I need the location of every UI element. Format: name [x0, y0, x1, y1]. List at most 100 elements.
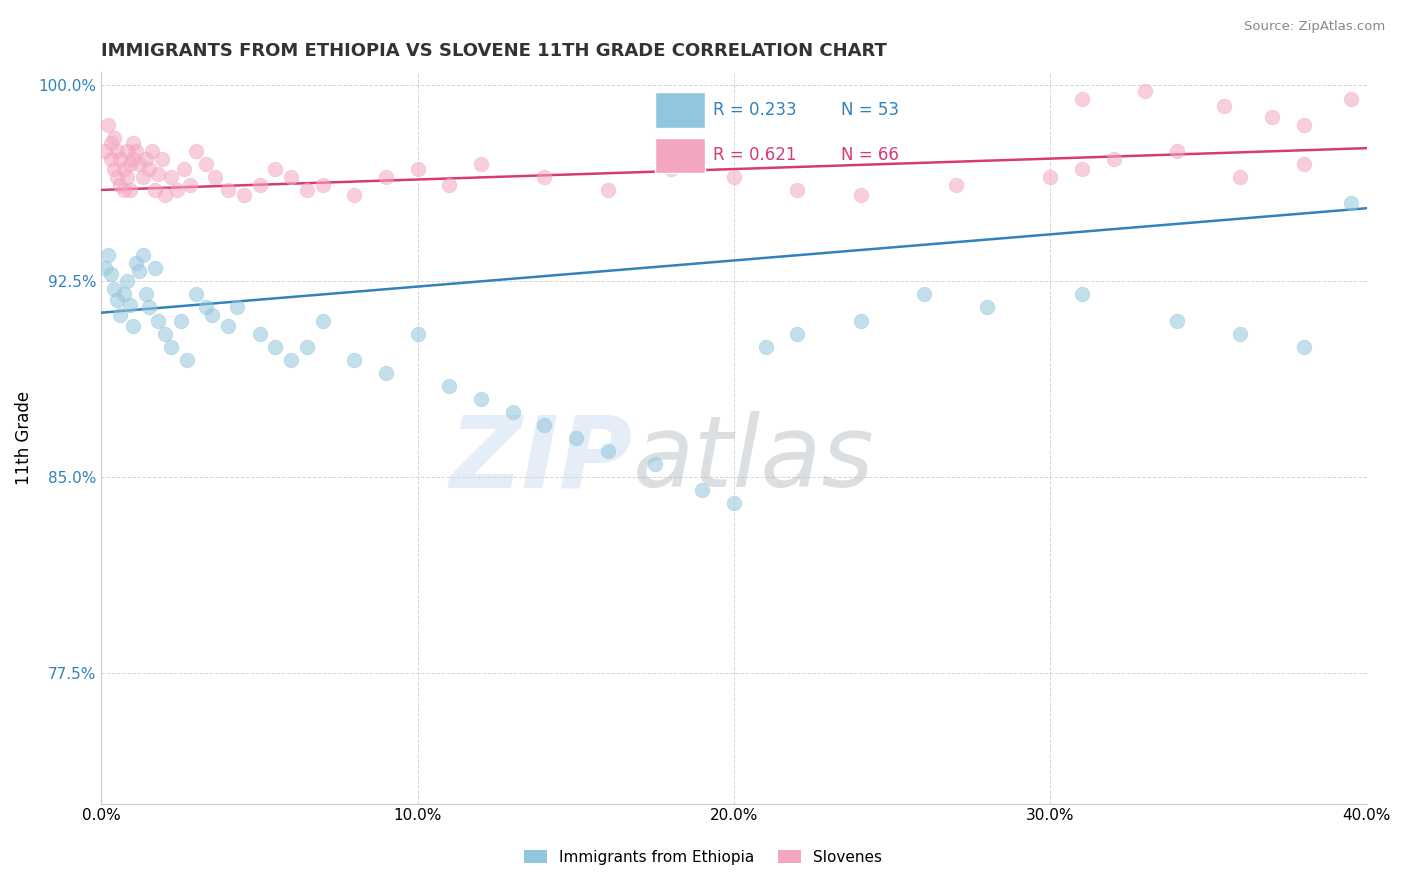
Point: [912, 287, 935, 301]
Point: [1039, 169, 1062, 184]
Point: [644, 457, 666, 471]
Point: [118, 157, 141, 171]
Point: [143, 183, 166, 197]
Point: [112, 162, 135, 177]
Point: [110, 178, 132, 192]
Point: [439, 379, 461, 393]
Point: [131, 248, 153, 262]
Point: [1261, 110, 1284, 124]
Point: [692, 483, 714, 498]
Point: [186, 287, 208, 301]
Point: [312, 313, 335, 327]
Point: [1229, 169, 1251, 184]
Point: [204, 169, 226, 184]
Point: [122, 152, 145, 166]
Point: [1135, 84, 1157, 98]
Point: [406, 326, 429, 341]
Point: [755, 340, 778, 354]
Point: [125, 144, 148, 158]
Point: [166, 183, 188, 197]
Point: [115, 274, 138, 288]
Point: [264, 162, 287, 177]
Point: [470, 392, 492, 406]
Point: [786, 326, 808, 341]
Point: [217, 183, 239, 197]
Point: [217, 318, 239, 333]
Text: ZIP: ZIP: [450, 411, 633, 508]
Point: [110, 152, 132, 166]
Point: [143, 261, 166, 276]
Point: [226, 301, 249, 315]
Legend: Immigrants from Ethiopia, Slovenes: Immigrants from Ethiopia, Slovenes: [519, 844, 887, 871]
Point: [1292, 340, 1315, 354]
Point: [131, 169, 153, 184]
Point: [141, 144, 163, 158]
Point: [103, 162, 125, 177]
Point: [502, 405, 524, 419]
Point: [148, 167, 170, 181]
Point: [186, 144, 208, 158]
Point: [201, 308, 224, 322]
Point: [280, 352, 302, 367]
Point: [264, 340, 287, 354]
Point: [849, 313, 872, 327]
Point: [249, 178, 271, 192]
Point: [125, 256, 148, 270]
Point: [105, 144, 128, 158]
Point: [312, 178, 335, 192]
Point: [176, 352, 198, 367]
Point: [105, 169, 128, 184]
Text: Source: ZipAtlas.com: Source: ZipAtlas.com: [1244, 20, 1385, 33]
Point: [135, 152, 157, 166]
Point: [439, 178, 461, 192]
Text: IMMIGRANTS FROM ETHIOPIA VS SLOVENE 11TH GRADE CORRELATION CHART: IMMIGRANTS FROM ETHIOPIA VS SLOVENE 11TH…: [101, 42, 887, 60]
Point: [100, 267, 122, 281]
Point: [1071, 287, 1094, 301]
Point: [945, 178, 967, 192]
Point: [1166, 313, 1188, 327]
Point: [1071, 162, 1094, 177]
Point: [150, 152, 173, 166]
Point: [153, 188, 176, 202]
Point: [97, 248, 120, 262]
Point: [103, 282, 125, 296]
Text: atlas: atlas: [633, 411, 875, 508]
Point: [115, 144, 138, 158]
Point: [160, 169, 183, 184]
Point: [406, 162, 429, 177]
Y-axis label: 11th Grade: 11th Grade: [15, 391, 32, 485]
Point: [1071, 91, 1094, 105]
Point: [112, 183, 135, 197]
Point: [160, 340, 183, 354]
Point: [1166, 144, 1188, 158]
Point: [194, 157, 217, 171]
Point: [1102, 152, 1125, 166]
Point: [565, 431, 588, 445]
Point: [122, 318, 145, 333]
Point: [1213, 99, 1236, 113]
Point: [533, 417, 555, 432]
Point: [110, 308, 132, 322]
Point: [470, 157, 492, 171]
Point: [1292, 118, 1315, 132]
Point: [135, 287, 157, 301]
Point: [148, 313, 170, 327]
Point: [849, 188, 872, 202]
Point: [1340, 91, 1362, 105]
Point: [122, 136, 145, 150]
Point: [295, 183, 318, 197]
Point: [112, 287, 135, 301]
Point: [103, 130, 125, 145]
Point: [115, 169, 138, 184]
Point: [533, 169, 555, 184]
Point: [1340, 196, 1362, 211]
Point: [596, 183, 619, 197]
Point: [1229, 326, 1251, 341]
Point: [97, 118, 120, 132]
Point: [280, 169, 302, 184]
Point: [976, 301, 998, 315]
Point: [343, 188, 366, 202]
Point: [375, 366, 398, 380]
Point: [153, 326, 176, 341]
Point: [232, 188, 254, 202]
